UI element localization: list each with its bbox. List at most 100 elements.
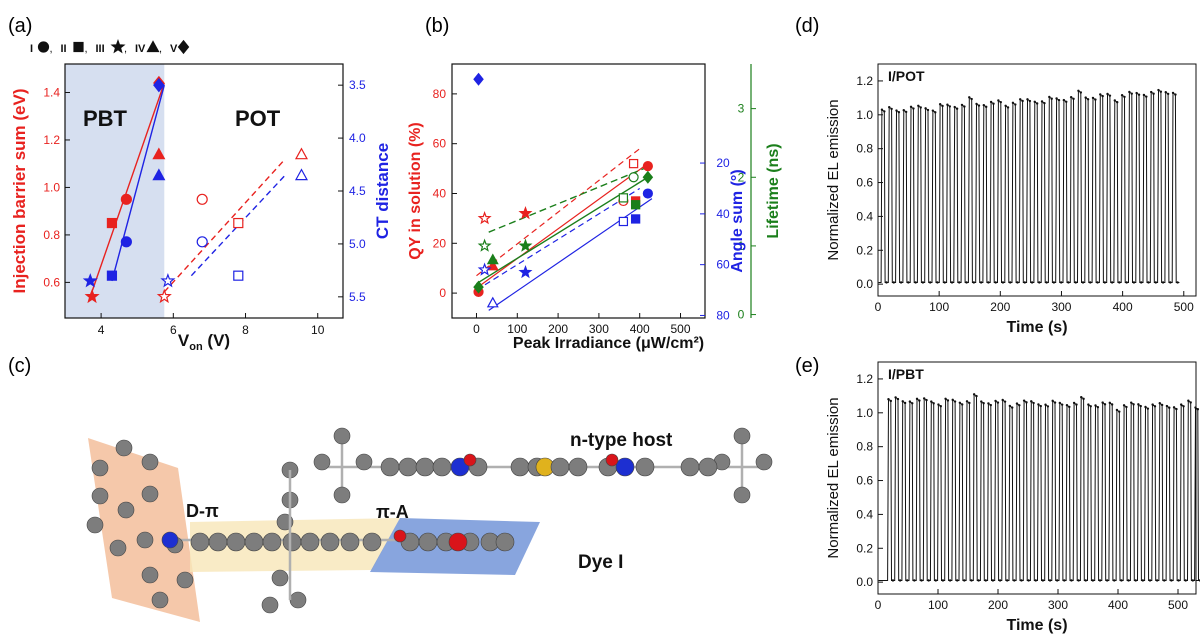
- el-point: [1057, 98, 1061, 102]
- el-point: [1058, 401, 1062, 405]
- x-tick-label: 0: [875, 598, 882, 612]
- el-point: [951, 398, 954, 402]
- el-point: [1113, 99, 1117, 102]
- el-point: [1118, 281, 1121, 284]
- el-point: [1048, 579, 1052, 582]
- y-tick-label-left: 0.6: [43, 275, 60, 289]
- atom: [176, 571, 194, 589]
- el-point: [1052, 281, 1056, 284]
- el-point: [921, 281, 925, 284]
- el-point: [1142, 93, 1146, 97]
- el-point: [1174, 93, 1177, 96]
- atom: [151, 591, 169, 609]
- chart-title: I/PBT: [888, 366, 924, 382]
- el-point: [938, 103, 942, 106]
- el-point: [1094, 404, 1097, 407]
- el-point: [1003, 400, 1007, 403]
- el-point: [1016, 281, 1019, 284]
- el-point: [1077, 89, 1080, 92]
- y-tick-label-left: 40: [433, 186, 447, 200]
- y-tick-label: 0.8: [856, 440, 873, 454]
- y-tick-label: 0.8: [856, 142, 873, 156]
- el-point: [1141, 579, 1145, 582]
- el-point: [1072, 97, 1075, 101]
- el-point: [1065, 404, 1069, 407]
- el-point: [989, 100, 993, 104]
- el-point: [913, 579, 916, 582]
- angle-point: [618, 216, 629, 227]
- qy-point: [642, 160, 653, 172]
- x-axis-title: Time (s): [1006, 319, 1067, 336]
- el-point: [936, 281, 939, 284]
- el-point: [1001, 398, 1004, 402]
- el-point: [1067, 281, 1070, 284]
- el-point: [1037, 403, 1040, 406]
- injection-point: [106, 217, 118, 229]
- el-point: [1094, 98, 1097, 101]
- x-axis-title: Von (V): [178, 331, 230, 353]
- el-point: [1028, 99, 1032, 103]
- el-point: [907, 281, 910, 284]
- el-point: [892, 281, 895, 284]
- atom: [115, 439, 133, 457]
- plot-frame: [877, 63, 1197, 297]
- el-point: [1101, 401, 1104, 404]
- el-point: [999, 100, 1002, 104]
- el-point: [880, 108, 884, 111]
- el-point: [1169, 281, 1172, 284]
- el-point: [1018, 98, 1022, 101]
- atom: [117, 501, 135, 519]
- x-tick-label: 300: [1051, 300, 1071, 314]
- el-point: [1120, 94, 1124, 97]
- el-point: [1075, 403, 1078, 406]
- dye-label: Dye I: [578, 552, 623, 573]
- el-point: [997, 99, 1000, 102]
- el-point: [1022, 399, 1026, 402]
- el-point: [1021, 99, 1024, 103]
- plot-frame: [877, 361, 1197, 595]
- el-point: [1027, 579, 1030, 582]
- el-point: [1051, 399, 1054, 403]
- atom: [271, 569, 289, 587]
- el-point: [965, 281, 968, 284]
- angle-point: [518, 264, 533, 279]
- el-point: [1182, 405, 1185, 408]
- x-tick-label: 100: [507, 322, 527, 336]
- el-point: [1096, 281, 1099, 284]
- atom: [91, 487, 109, 505]
- el-point: [1018, 404, 1021, 407]
- el-point: [1039, 404, 1042, 408]
- el-point: [989, 403, 992, 407]
- atom: [755, 453, 773, 471]
- el-point: [982, 402, 985, 405]
- molecule-rendering: n-type host D-π π-A Dye I: [86, 427, 773, 622]
- atom: [333, 486, 351, 504]
- el-point: [1132, 403, 1135, 406]
- el-point: [972, 281, 976, 284]
- el-point: [1144, 405, 1147, 409]
- el-point: [903, 401, 907, 405]
- el-point: [1087, 403, 1090, 406]
- el-point: [1059, 281, 1063, 284]
- legend-marker-square: [73, 41, 84, 53]
- y-axis-title-right: CT distance: [373, 143, 392, 239]
- el-point: [925, 398, 928, 402]
- el-point: [1128, 90, 1131, 94]
- atom: [300, 532, 320, 552]
- y-tick-label: 1.0: [856, 108, 873, 122]
- el-point: [1160, 403, 1164, 407]
- el-point: [1196, 408, 1200, 411]
- el-point: [922, 397, 926, 400]
- el-point: [1089, 281, 1092, 284]
- atom: [261, 596, 279, 614]
- el-point: [894, 396, 897, 399]
- ct-point: [294, 168, 308, 181]
- y-tick-label-left: 60: [433, 137, 447, 151]
- el-point: [1137, 93, 1141, 96]
- el-point: [1187, 399, 1190, 402]
- y-tick-label: 1.2: [856, 372, 873, 386]
- el-point: [1091, 96, 1095, 100]
- atom: [605, 453, 619, 467]
- el-point: [946, 399, 950, 402]
- el-point: [1055, 579, 1059, 582]
